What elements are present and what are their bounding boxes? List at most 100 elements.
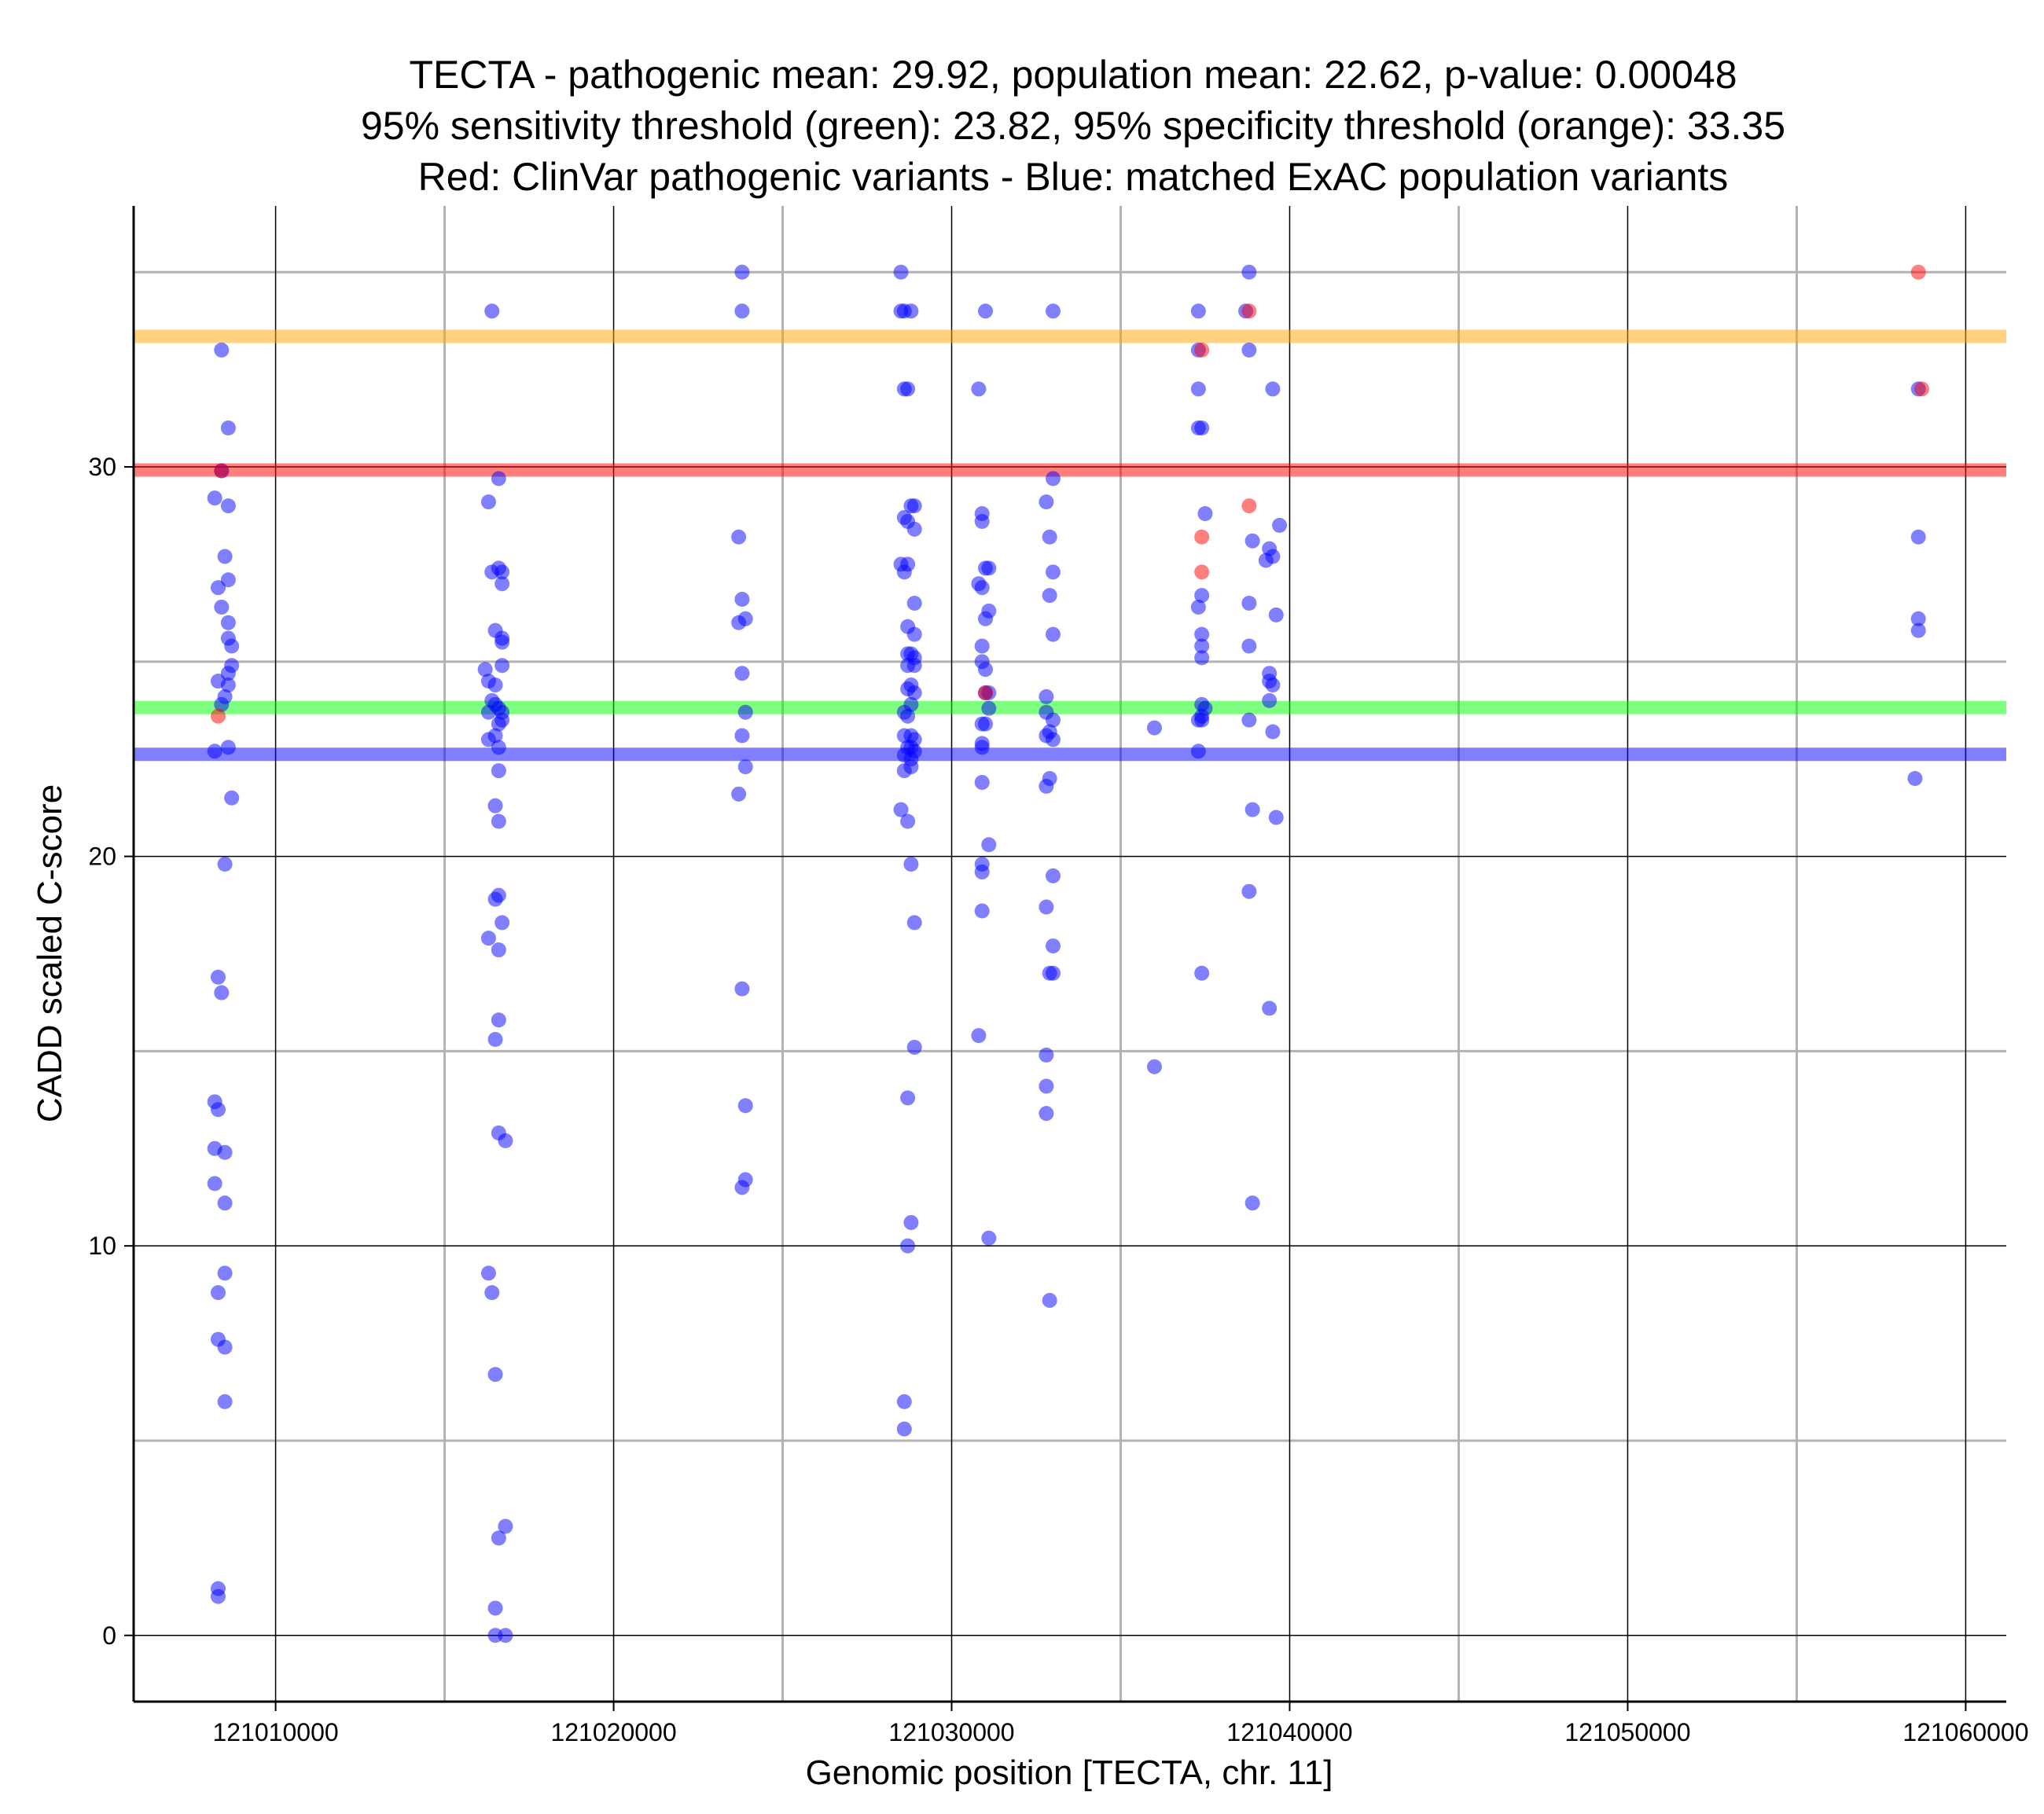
y-tick-label-2: 20 [88,843,116,871]
x-tick-label-0: 121010000 [212,1718,338,1746]
population-point-199 [1190,381,1206,397]
population-point-7 [210,580,226,596]
population-point-21 [217,857,233,872]
population-point-134 [893,802,909,817]
population-point-112 [906,626,922,642]
population-point-62 [487,798,503,813]
population-point-42 [494,564,510,580]
population-point-19 [220,740,236,755]
population-point-233 [1244,802,1260,817]
population-point-161 [978,716,994,732]
population-point-193 [1039,1106,1054,1122]
population-point-84 [734,592,750,608]
population-point-144 [978,303,994,319]
population-point-60 [491,740,506,755]
population-point-6 [220,572,236,588]
population-point-81 [734,264,750,280]
population-point-9 [220,615,236,630]
population-point-74 [484,1285,500,1301]
population-point-23 [214,985,230,1001]
population-point-172 [1046,471,1061,487]
population-point-159 [981,700,997,716]
population-point-61 [491,763,506,779]
population-point-192 [1039,1078,1054,1094]
population-point-68 [491,942,506,958]
population-point-69 [491,1012,506,1028]
population-point-123 [903,696,919,712]
pathogenic-point-9 [1914,381,1930,397]
population-point-154 [974,638,990,654]
population-point-75 [487,1367,503,1383]
population-point-34 [217,1394,233,1409]
population-point-110 [906,595,922,611]
population-point-135 [900,813,916,829]
population-point-29 [217,1195,233,1211]
population-point-73 [480,1265,496,1281]
population-point-197 [1190,303,1206,319]
population-point-0 [214,342,230,358]
pathogenic-point-6 [1241,303,1257,319]
population-point-48 [494,658,510,674]
y-tick-label-1: 10 [88,1232,116,1260]
population-point-37 [484,303,500,319]
population-point-96 [893,264,909,280]
population-point-230 [1262,692,1278,708]
population-point-54 [480,704,496,720]
population-point-173 [1039,494,1054,510]
population-point-187 [1039,899,1054,915]
population-point-168 [974,903,990,919]
title-line-3: Red: ClinVar pathogenic variants - Blue:… [418,155,1729,199]
population-point-140 [903,1214,919,1230]
population-point-151 [974,580,990,596]
population-point-235 [1241,883,1257,899]
population-point-149 [981,560,997,576]
population-point-91 [731,786,747,802]
population-point-43 [494,576,510,592]
population-point-70 [487,1032,503,1048]
population-point-236 [1262,1001,1278,1016]
population-point-72 [498,1133,513,1148]
population-point-224 [1241,595,1257,611]
x-axis-label: Genomic position [TECTA, chr. 11] [806,1753,1333,1792]
population-point-196 [1146,1059,1162,1074]
population-point-46 [494,634,510,650]
population-point-20 [224,790,240,806]
population-point-191 [1039,1047,1054,1063]
population-point-28 [207,1176,222,1192]
population-point-215 [1241,264,1257,280]
population-point-234 [1268,810,1284,825]
population-point-36 [210,1588,226,1604]
population-point-218 [1265,381,1281,397]
population-point-31 [210,1285,226,1301]
population-point-183 [1039,728,1054,744]
x-tick-label-5: 121060000 [1902,1718,2028,1746]
population-point-163 [974,740,990,755]
population-point-17 [214,696,230,712]
x-tick-label-1: 121020000 [550,1718,676,1746]
population-point-167 [974,864,990,879]
y-tick-label-3: 30 [88,453,116,481]
population-point-226 [1241,638,1257,654]
pathogenic-point-0 [210,708,226,724]
title-line-1: TECTA - pathogenic mean: 29.92, populati… [409,53,1737,97]
reference-lines [134,329,2006,762]
x-tick-label-4: 121050000 [1564,1718,1690,1746]
population-point-185 [1039,778,1054,794]
y-axis-label: CADD scaled C-score [31,784,69,1122]
pathogenic-point-8 [1910,264,1926,280]
population-point-204 [1190,599,1206,615]
population-point-5 [217,549,233,564]
population-point-120 [906,685,922,700]
population-point-219 [1272,517,1288,533]
data-points [207,264,1930,1643]
population-point-136 [903,857,919,872]
title-line-2: 95% sensitivity threshold (green): 23.82… [361,104,1785,148]
population-point-77 [491,1530,506,1546]
population-point-8 [214,599,230,615]
population-point-25 [210,1102,226,1118]
population-point-11 [224,638,240,654]
population-point-39 [480,494,496,510]
population-point-229 [1265,677,1281,693]
population-point-50 [487,677,503,693]
